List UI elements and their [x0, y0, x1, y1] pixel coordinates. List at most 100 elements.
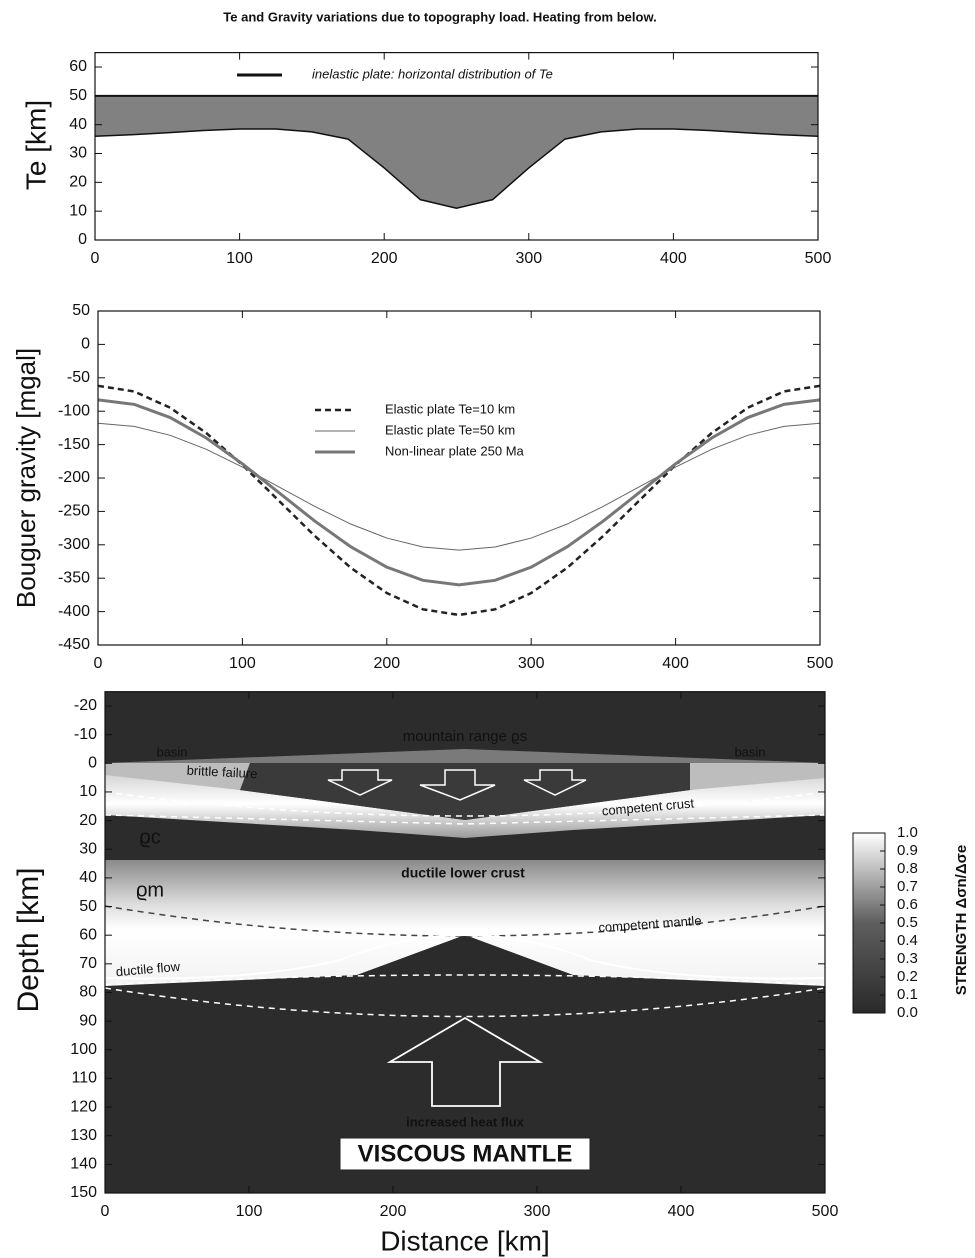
gravity-line	[97, 398, 821, 587]
y-tick-label: 60	[69, 58, 87, 75]
load-arrow	[523, 769, 587, 796]
colorbar-tick-label: 0.4	[897, 932, 918, 949]
x-tick-label: 200	[380, 1203, 407, 1220]
y-tick-label: -100	[58, 402, 90, 419]
ductile-flow-line	[105, 934, 825, 980]
y-tick-label: 60	[79, 926, 97, 943]
colorbar	[852, 832, 886, 1014]
mountain-range	[105, 749, 825, 763]
y-tick-label: -400	[58, 603, 90, 620]
x-tick-label: 0	[91, 250, 100, 267]
y-tick-label: -50	[67, 369, 90, 386]
dashed-boundary	[105, 791, 825, 817]
y-tick-label: 40	[79, 869, 97, 886]
annotation: ductile flow	[115, 959, 181, 980]
legend-label: Elastic plate Te=50 km	[385, 422, 515, 437]
colorbar-tick-label: 0.0	[897, 1004, 918, 1021]
y-tick-label: -250	[58, 503, 90, 520]
y-tick-label: -350	[58, 569, 90, 586]
mantle-root	[357, 935, 573, 975]
annotation: mountain range ϱs	[403, 728, 528, 745]
y-tick-label: 30	[69, 145, 87, 162]
plot-frame	[97, 310, 821, 646]
y-tick-label: 110	[71, 1070, 97, 1087]
y-axis-label: Depth [km]	[12, 867, 45, 1012]
x-axis-label: Distance [km]	[380, 1225, 550, 1256]
annotation: ductile lower crust	[401, 865, 525, 881]
y-tick-label: 120	[70, 1098, 97, 1115]
y-tick-label: 0	[88, 755, 97, 772]
x-tick-label: 500	[805, 250, 832, 267]
dashed-boundary	[105, 987, 825, 1018]
x-tick-label: 500	[807, 655, 834, 672]
gravity-line	[97, 384, 821, 617]
y-tick-label: 0	[81, 336, 90, 353]
load-arrow	[327, 769, 393, 796]
y-tick-label: -300	[58, 536, 90, 553]
y-axis-label: Te [km]	[20, 100, 51, 190]
y-tick-label: 80	[79, 984, 97, 1001]
y-tick-label: 50	[69, 87, 87, 104]
colorbar-label: STRENGTH Δσn/Δσe	[953, 845, 970, 995]
colorbar-tick-label: 0.1	[897, 986, 918, 1003]
y-tick-label: 50	[72, 302, 90, 319]
colorbar-tick-label: 0.3	[897, 950, 918, 967]
legend-label: inelastic plate: horizontal distribution…	[312, 66, 553, 81]
y-tick-label: 10	[69, 202, 87, 219]
mantle-strong	[105, 860, 825, 986]
annotation: VISCOUS MANTLE	[358, 1140, 573, 1167]
y-tick-label: 130	[70, 1127, 97, 1144]
x-tick-label: 500	[812, 1203, 839, 1220]
x-tick-label: 200	[373, 655, 400, 672]
annotation: competent mantle	[598, 913, 702, 935]
colorbar-tick-label: 1.0	[897, 824, 918, 841]
te-line	[94, 128, 819, 210]
dashed-boundary	[105, 905, 825, 937]
heat-arrow	[386, 1016, 544, 1107]
x-tick-label: 300	[518, 655, 545, 672]
y-tick-label: -10	[74, 726, 97, 743]
x-tick-label: 400	[660, 250, 687, 267]
mountain-root	[105, 749, 825, 820]
y-tick-label: 100	[70, 1041, 97, 1058]
x-tick-label: 0	[94, 655, 103, 672]
label-box	[339, 1137, 591, 1171]
y-tick-label: 70	[79, 955, 97, 972]
x-tick-label: 100	[236, 1203, 263, 1220]
y-axis-label: Bouguer gravity [mgal]	[11, 348, 41, 608]
annotation: brittle failure	[186, 763, 258, 782]
upper-crust-strong	[105, 770, 825, 838]
x-tick-label: 300	[524, 1203, 551, 1220]
y-tick-label: 20	[79, 812, 97, 829]
y-tick-label: 10	[79, 783, 97, 800]
figure-title: Te and Gravity variations due to topogra…	[223, 9, 656, 24]
x-tick-label: 100	[229, 655, 256, 672]
legend-label: Elastic plate Te=10 km	[385, 401, 515, 416]
dashed-boundary	[105, 974, 825, 986]
y-tick-label: -450	[58, 636, 90, 653]
y-tick-label: -150	[58, 436, 90, 453]
colorbar-tick-label: 0.2	[897, 968, 918, 985]
legend-label: Non-linear plate 250 Ma	[385, 443, 525, 458]
x-tick-label: 0	[101, 1203, 110, 1220]
annotation: basin	[734, 744, 765, 759]
colorbar-tick-label: 0.7	[897, 878, 918, 895]
y-tick-label: 150	[70, 1184, 97, 1201]
load-arrow	[419, 769, 496, 801]
colorbar-tick-label: 0.6	[897, 896, 918, 913]
annotation: basin	[156, 744, 187, 759]
y-tick-label: -200	[58, 469, 90, 486]
basin-left	[105, 763, 250, 790]
x-tick-label: 200	[371, 250, 398, 267]
section-image	[105, 691, 825, 1193]
gravity-line	[97, 422, 821, 551]
colorbar-tick-label: 0.8	[897, 860, 918, 877]
y-tick-label: 0	[78, 231, 87, 248]
colorbar-tick-label: 0.9	[897, 842, 918, 859]
y-tick-label: 90	[79, 1012, 97, 1029]
x-tick-label: 100	[226, 250, 253, 267]
area-fill	[95, 95, 818, 209]
annotation: increased heat flux	[406, 1114, 525, 1129]
y-tick-label: 30	[79, 840, 97, 857]
